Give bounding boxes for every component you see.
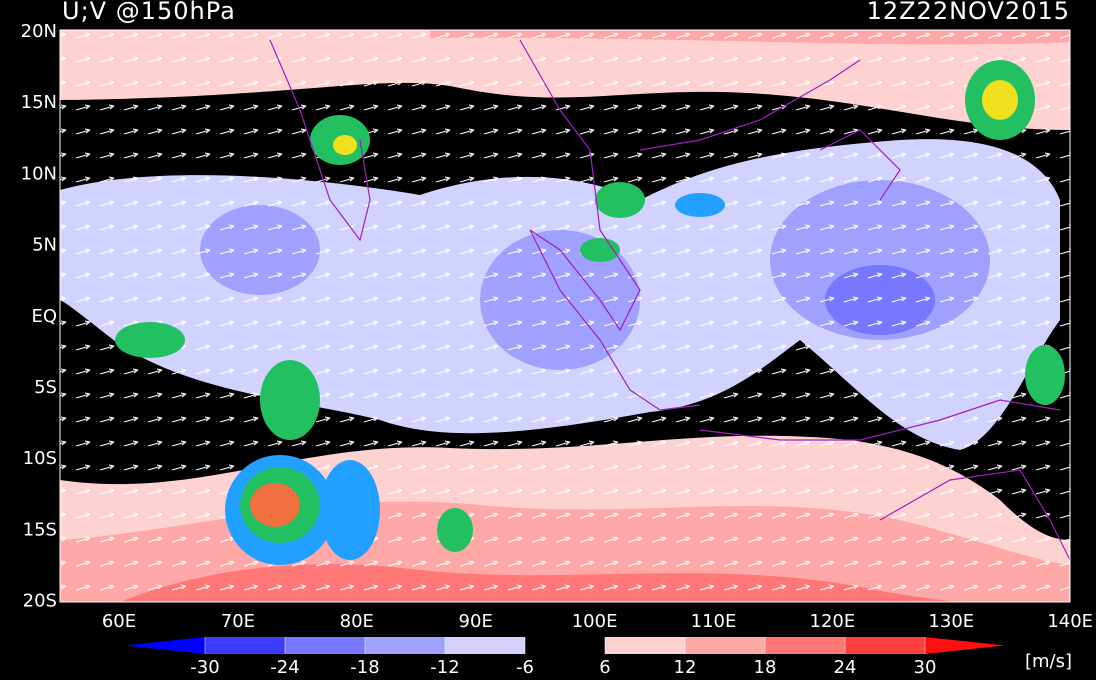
colorbar-segment [845,637,925,654]
coastlines [269,39,1070,561]
latitude-label: 15S [23,519,57,540]
colorbar-arrow [125,637,205,654]
latitude-label: 20N [21,21,57,42]
latitude-label: 10S [23,448,57,469]
longitude-label: 130E [928,611,974,632]
colorbar-tick-label: -12 [430,657,459,678]
colorbar-tick-label: -24 [270,657,299,678]
colorbar-tick-label: 30 [914,657,937,678]
colorbar-tick-label: 24 [834,657,857,678]
colorbar-tick-label: -18 [350,657,379,678]
latitude-label: 5S [34,377,57,398]
map-frame [59,29,1071,603]
longitude-label: 120E [810,611,856,632]
colorbar-tick-label: 6 [599,657,610,678]
latitude-label: 15N [21,92,57,113]
colorbar-units: [m/s] [1025,651,1072,672]
longitude-label: 110E [691,611,737,632]
colorbar-arrow [925,637,1005,654]
colorbar-segment [525,637,605,654]
colorbar-segment [765,637,845,654]
longitude-label: 60E [102,611,136,632]
longitude-label: 90E [459,611,493,632]
longitude-label: 140E [1047,611,1093,632]
latitude-label: 5N [32,235,57,256]
longitude-label: 100E [572,611,618,632]
colorbar-segment [445,637,525,654]
colorbar-tick-label: 12 [674,657,697,678]
colorbar-tick-label: -6 [516,657,534,678]
colorbar-segment [605,637,685,654]
latitude-label: 10N [21,163,57,184]
valid-time: 12Z22NOV2015 [867,0,1070,25]
colorbar-segment [205,637,285,654]
latitude-label: EQ [31,306,57,327]
colorbar-segment [365,637,445,654]
colorbar-tick-label: -30 [190,657,219,678]
longitude-label: 80E [340,611,374,632]
latitude-label: 20S [23,591,57,612]
map-title: U;V @150hPa [62,0,236,25]
colorbar-tick-label: 18 [754,657,777,678]
map-area [60,30,1070,602]
colorbar-segment [685,637,765,654]
precipitation [115,60,1065,565]
colorbar-segment [285,637,365,654]
longitude-label: 70E [221,611,255,632]
